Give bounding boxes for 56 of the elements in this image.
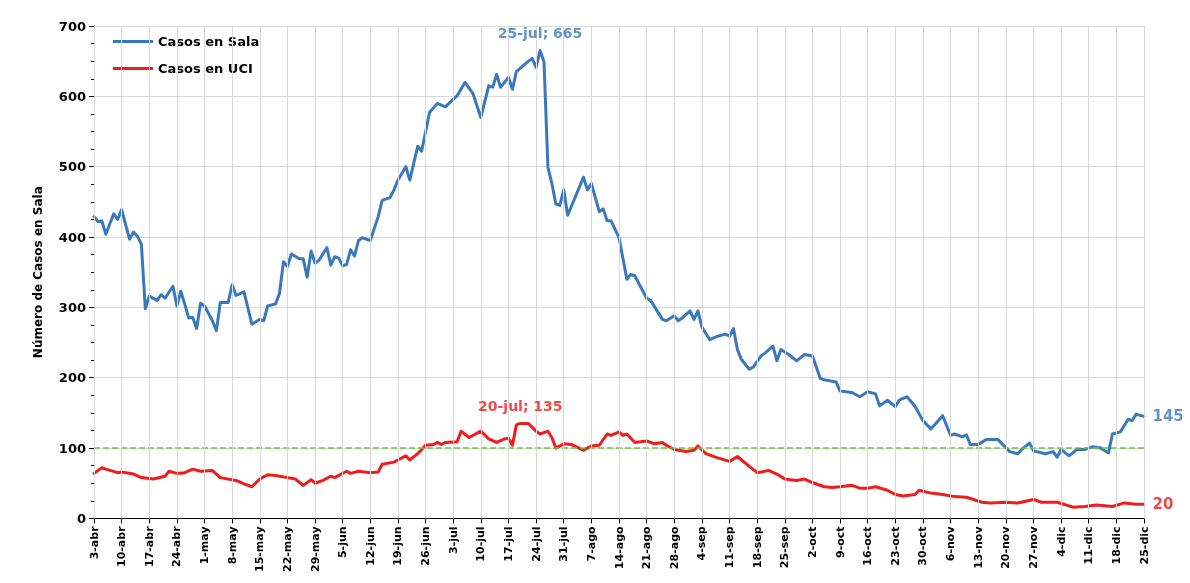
y-tick-label: 700: [58, 18, 86, 34]
x-tick-label: 15-may: [253, 526, 267, 572]
line-series: [92, 421, 1146, 509]
annotation: 25-jul; 665: [497, 25, 583, 42]
x-tick-label: 25-sep: [778, 526, 792, 569]
x-tick-label: 17-jul: [501, 526, 515, 562]
x-tick-label: 4-dic: [1054, 526, 1068, 557]
x-tick-label: 5-jun: [336, 526, 350, 559]
y-tick-label: 400: [58, 229, 86, 245]
x-tick-label: 18-dic: [1109, 526, 1123, 565]
y-tick-label: 300: [58, 299, 86, 315]
line-series: [92, 49, 1146, 459]
y-tick-label: 500: [58, 159, 86, 175]
x-tick-label: 26-jun: [419, 526, 433, 566]
x-tick-label: 29-may: [308, 526, 322, 572]
x-tick-label: 6-nov: [944, 525, 958, 562]
x-tick-label: 2-oct: [805, 526, 819, 558]
x-tick-label: 17-abr: [142, 525, 156, 568]
x-tick-label: 20-nov: [999, 525, 1013, 569]
y-tick-label: 100: [58, 440, 86, 456]
x-tick-label: 28-ago: [667, 525, 681, 570]
x-tick-label: 31-jul: [557, 526, 571, 562]
x-tick-label: 14-ago: [612, 525, 626, 570]
x-tick-label: 16-oct: [861, 526, 875, 566]
x-tick-label: 22-may: [280, 526, 294, 572]
x-tick-label: 12-jun: [363, 526, 377, 566]
legend-label: Casos en Sala: [158, 34, 260, 49]
x-tick-label: 24-abr: [170, 525, 184, 568]
x-tick-label: 8-may: [225, 526, 239, 565]
x-tick-label: 18-sep: [750, 526, 764, 569]
x-tick-label: 23-oct: [888, 526, 902, 566]
x-tick-label: 11-sep: [723, 526, 737, 569]
y-tick-label: 0: [76, 510, 86, 526]
x-tick-label: 30-oct: [916, 526, 930, 566]
x-tick-label: 13-nov: [971, 525, 985, 569]
x-tick-label: 7-ago: [584, 525, 598, 562]
x-tick-label: 10-abr: [115, 525, 129, 568]
y-tick-label: 600: [58, 88, 86, 104]
legend-label: Casos en UCI: [158, 61, 253, 76]
x-tick-label: 9-oct: [833, 526, 847, 558]
x-tick-label: 3-abr: [87, 525, 101, 560]
x-tick-label: 10-jul: [474, 526, 488, 562]
x-tick-label: 4-sep: [695, 526, 709, 561]
x-tick-label: 24-jul: [529, 526, 543, 562]
annotation: 145: [1152, 407, 1184, 426]
y-axis-title: Número de Casos en Sala: [31, 186, 45, 359]
x-tick-label: 1-may: [198, 526, 212, 565]
x-tick-label: 3-jul: [446, 526, 460, 554]
x-tick-label: 19-jun: [391, 526, 405, 566]
y-tick-label: 200: [58, 370, 86, 386]
annotation: 20: [1152, 495, 1174, 514]
x-tick-label: 11-dic: [1082, 526, 1096, 565]
x-tick-label: 27-nov: [1026, 525, 1040, 569]
annotation: 20-jul; 135: [478, 397, 563, 414]
x-tick-label: 21-ago: [640, 525, 654, 570]
x-tick-label: 25-dic: [1137, 526, 1151, 565]
